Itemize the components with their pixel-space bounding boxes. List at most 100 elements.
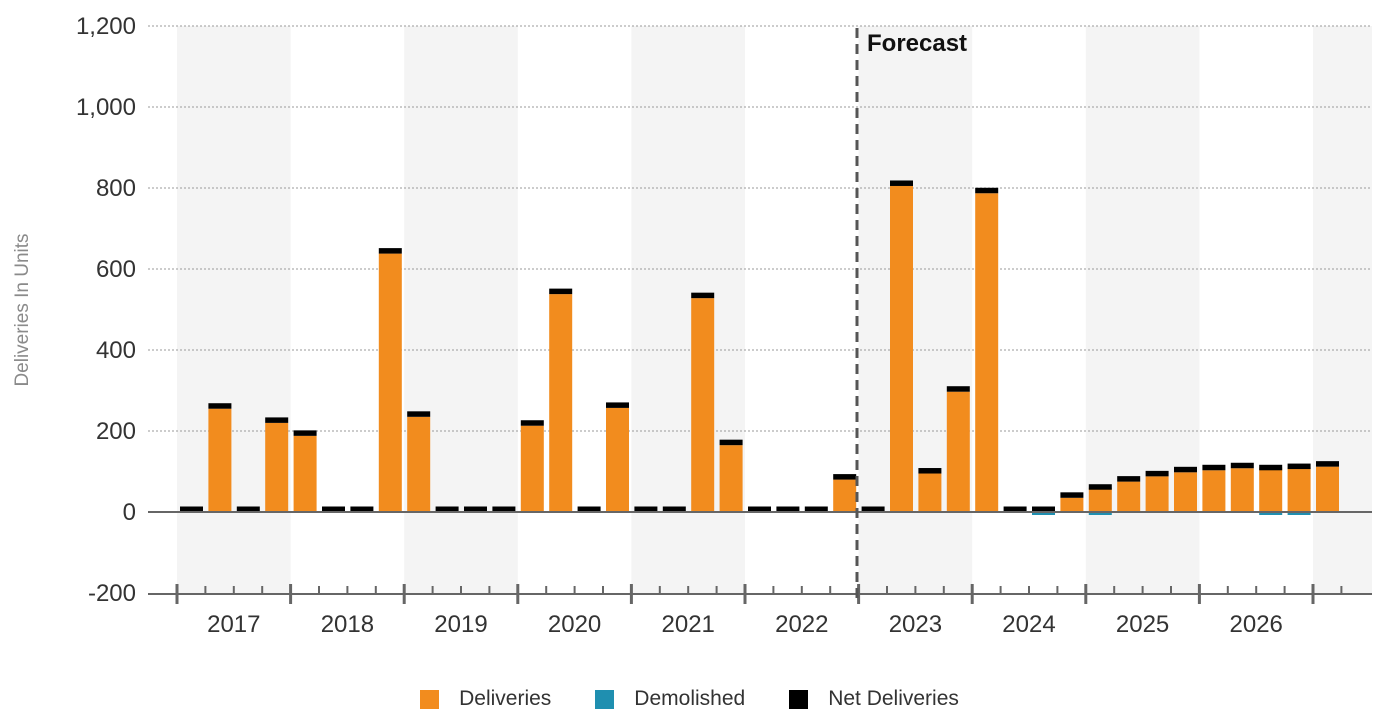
bar-net-deliveries — [691, 292, 715, 299]
x-tick-label: 2023 — [889, 611, 942, 638]
bar-net-deliveries — [464, 506, 487, 512]
bar-demolished — [1032, 512, 1055, 515]
bar-net-deliveries — [1032, 506, 1055, 512]
legend-swatch-deliveries — [420, 689, 440, 709]
bar-deliveries — [407, 416, 431, 512]
bar-net-deliveries — [1088, 484, 1112, 490]
y-tick-label: -200 — [88, 580, 136, 607]
bar-net-deliveries — [833, 474, 857, 480]
bar-net-deliveries — [350, 506, 374, 512]
bar-net-deliveries — [1202, 464, 1226, 471]
bar-deliveries — [520, 425, 544, 512]
bar-net-deliveries — [748, 506, 771, 512]
y-tick-label: 600 — [96, 256, 136, 283]
legend-label-net-deliveries: Net Deliveries — [828, 687, 959, 710]
bars — [180, 180, 1339, 515]
bar-deliveries — [890, 185, 913, 512]
bar-net-deliveries — [1316, 461, 1339, 467]
bar-deliveries — [265, 422, 289, 512]
y-tick-label: 400 — [96, 337, 136, 364]
legend-swatch-demolished — [595, 689, 615, 709]
bar-net-deliveries — [407, 411, 431, 417]
y-tick-label: 800 — [96, 175, 136, 202]
bar-net-deliveries — [435, 506, 459, 512]
bar-deliveries — [946, 391, 970, 512]
bar-deliveries — [1230, 468, 1254, 512]
bar-demolished — [1287, 512, 1311, 515]
bar-net-deliveries — [1174, 466, 1197, 473]
bar-net-deliveries — [577, 506, 601, 512]
bar-net-deliveries — [662, 506, 686, 512]
bar-net-deliveries — [378, 248, 402, 254]
bar-net-deliveries — [606, 402, 629, 408]
x-tick-label: 2017 — [207, 611, 260, 638]
y-tick-label: 1,000 — [76, 94, 136, 121]
bar-deliveries — [208, 408, 232, 512]
bar-net-deliveries — [776, 506, 800, 512]
gridlines — [148, 25, 1372, 432]
legend-item-net-deliveries: Net Deliveries — [789, 687, 959, 711]
legend-label-demolished: Demolished — [634, 687, 746, 710]
bar-net-deliveries — [492, 506, 516, 512]
bar-net-deliveries — [804, 506, 828, 512]
y-axis-title: Deliveries In Units — [12, 233, 33, 386]
bar-net-deliveries — [236, 506, 260, 512]
bar-net-deliveries — [975, 187, 999, 194]
x-tick-label: 2019 — [434, 611, 487, 638]
bar-net-deliveries — [946, 386, 970, 392]
bar-deliveries — [1202, 470, 1226, 512]
bar-net-deliveries — [634, 506, 658, 512]
bar-net-deliveries — [1117, 476, 1141, 482]
legend-label-deliveries: Deliveries — [459, 687, 552, 710]
bar-net-deliveries — [861, 506, 885, 512]
x-tick-label: 2021 — [662, 611, 715, 638]
bar-net-deliveries — [208, 403, 232, 409]
bar-deliveries — [691, 298, 715, 512]
legend-item-deliveries: Deliveries — [420, 687, 551, 711]
bar-deliveries — [1088, 487, 1112, 512]
legend-item-demolished: Demolished — [595, 687, 745, 711]
bar-deliveries — [1117, 481, 1141, 512]
bar-deliveries — [833, 479, 857, 512]
bar-net-deliveries — [293, 430, 317, 436]
bar-deliveries — [975, 193, 999, 512]
bar-deliveries — [1259, 467, 1283, 512]
bar-net-deliveries — [520, 420, 544, 426]
y-tick-label: 1,200 — [76, 13, 136, 40]
bar-net-deliveries — [180, 506, 203, 512]
legend-swatch-net-deliveries — [789, 689, 809, 709]
x-tick-label: 2022 — [775, 611, 828, 638]
bar-deliveries — [719, 445, 743, 512]
bar-deliveries — [1287, 467, 1311, 512]
legend: Deliveries Demolished Net Deliveries — [0, 684, 1379, 714]
bar-deliveries — [1174, 472, 1197, 512]
bar-net-deliveries — [1259, 464, 1283, 471]
bar-deliveries — [1145, 476, 1169, 512]
bar-deliveries — [378, 253, 402, 513]
bar-net-deliveries — [1287, 463, 1311, 470]
y-tick-labels: 1,200 1,000 800 600 400 200 0 -200 — [76, 13, 136, 607]
bar-deliveries — [549, 294, 573, 512]
bar-net-deliveries — [890, 180, 913, 186]
bar-net-deliveries — [1003, 506, 1027, 512]
bar-net-deliveries — [918, 468, 942, 474]
bar-deliveries — [1060, 497, 1084, 512]
bar-deliveries — [918, 473, 942, 512]
bar-net-deliveries — [1060, 492, 1084, 498]
x-tick-label: 2018 — [321, 611, 374, 638]
deliveries-bar-chart: 1,200 1,000 800 600 400 200 0 -200 2017 2018 2019… — [12, 13, 1372, 638]
bar-demolished — [1259, 512, 1283, 515]
axes — [148, 511, 1372, 604]
x-tick-labels: 2017 2018 2019 2020 2021 2022 2023 2024 2025 2026 — [207, 611, 1283, 638]
x-tick-label: 2025 — [1116, 611, 1169, 638]
bar-net-deliveries — [1145, 470, 1169, 477]
bar-demolished — [1088, 512, 1112, 515]
bar-deliveries — [1316, 466, 1339, 512]
bar-net-deliveries — [1230, 462, 1254, 469]
bar-net-deliveries — [549, 288, 573, 295]
forecast-label: Forecast — [867, 30, 967, 57]
bar-net-deliveries — [719, 439, 743, 446]
bar-net-deliveries — [322, 506, 345, 512]
bar-deliveries — [606, 407, 629, 512]
bar-net-deliveries — [265, 417, 289, 423]
